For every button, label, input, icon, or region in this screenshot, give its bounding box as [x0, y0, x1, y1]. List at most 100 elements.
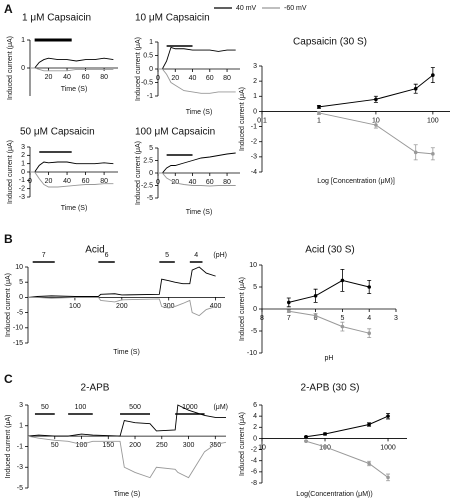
- chart-title: 2-APB: [81, 383, 110, 394]
- y-tick-label: 1: [149, 39, 153, 46]
- data-point: [413, 150, 418, 155]
- x-tick-label: 40: [189, 75, 197, 82]
- x-tick-label: 10: [258, 444, 266, 451]
- y-tick-label: 10: [15, 264, 23, 271]
- data-point: [304, 434, 308, 439]
- y-axis-label: Induced current (μA): [239, 412, 246, 476]
- y-tick-label: 6: [253, 402, 257, 409]
- x-tick-label: 100: [76, 442, 88, 449]
- x-axis-label: Time (S): [186, 109, 213, 116]
- data-point: [386, 475, 390, 480]
- y-tick-label: 2: [21, 152, 25, 159]
- data-point: [340, 278, 345, 283]
- x-axis-label: Log(Concentration (μM)): [296, 491, 372, 498]
- x-axis-label: Time (S): [113, 349, 140, 356]
- y-tick-label: 3: [19, 402, 23, 409]
- series-line: [158, 46, 236, 70]
- y-axis-label: Induced current (μA): [239, 87, 246, 151]
- x-tick-label: 20: [45, 74, 53, 81]
- legend-label: -60 mV: [284, 5, 307, 12]
- y-tick-label: -1: [17, 443, 23, 450]
- x-axis-label: Time (S): [186, 209, 213, 216]
- y-tick-label: 0: [149, 66, 153, 73]
- x-tick-label: 8: [260, 315, 264, 322]
- y-axis-label: Induced current (μA): [5, 415, 12, 479]
- y-tick-label: -0.5: [141, 79, 153, 86]
- y-tick-label: 3: [21, 144, 25, 151]
- x-tick-label: 40: [189, 179, 197, 186]
- stimulus-unit: (pH): [213, 252, 227, 259]
- x-tick-label: 60: [206, 179, 214, 186]
- y-tick-label: -1: [147, 93, 153, 100]
- y-tick-label: -3: [251, 154, 257, 161]
- y-axis-label: Induced current (μA): [135, 37, 142, 101]
- stimulus-unit: (μM): [213, 404, 228, 411]
- series-line: [158, 172, 236, 187]
- data-point: [367, 422, 371, 427]
- x-tick-label: 6: [314, 315, 318, 322]
- y-tick-label: 3: [253, 63, 257, 70]
- series-line: [318, 112, 433, 155]
- y-tick-label: 1: [253, 93, 257, 100]
- data-point: [367, 331, 372, 336]
- y-axis-label: Induced current (μA): [7, 36, 14, 100]
- chart-title: 1 μM Capsaicin: [22, 13, 91, 24]
- panel-label: C: [4, 372, 13, 386]
- y-tick-label: -2.5: [141, 182, 153, 189]
- y-axis-label: Induced current (μA): [239, 277, 246, 341]
- series-line: [288, 279, 370, 303]
- x-tick-label: 200: [116, 303, 128, 310]
- x-tick-label: 100: [427, 117, 439, 124]
- data-point: [431, 73, 435, 77]
- y-axis-label: Induced current (μA): [7, 140, 14, 204]
- stimulus-label: 6: [105, 252, 109, 259]
- y-tick-label: -1: [251, 123, 257, 130]
- data-point: [340, 324, 345, 329]
- x-tick-label: 3: [394, 315, 398, 322]
- data-point: [413, 86, 418, 91]
- series-line: [318, 74, 434, 108]
- x-tick-label: 50: [51, 442, 59, 449]
- stimulus-label: 100: [75, 404, 87, 411]
- x-tick-label: 80: [223, 179, 231, 186]
- y-tick-label: -6: [251, 469, 257, 476]
- y-tick-label: -3: [17, 464, 23, 471]
- x-tick-label: 40: [63, 178, 71, 185]
- x-tick-label: 20: [171, 75, 179, 82]
- stimulus-label: 4: [194, 252, 198, 259]
- data-point: [367, 461, 371, 466]
- series-line: [305, 440, 389, 478]
- chart-title: 50 μM Capsaicin: [20, 127, 95, 138]
- data-point: [431, 152, 435, 156]
- y-tick-label: 5: [149, 145, 153, 152]
- chart-title: 2-APB (30 S): [301, 383, 360, 394]
- series-line: [305, 415, 389, 438]
- legend-label: 40 mV: [236, 5, 257, 12]
- chart-title: Acid (30 S): [305, 245, 354, 256]
- y-tick-label: 2.5: [143, 157, 153, 164]
- y-tick-label: -1: [19, 177, 25, 184]
- data-point: [323, 432, 327, 436]
- series-line: [288, 310, 370, 334]
- x-tick-label: 100: [69, 303, 81, 310]
- data-point: [323, 444, 327, 449]
- x-tick-label: 0: [156, 75, 160, 82]
- y-tick-label: -10: [13, 325, 23, 332]
- chart-title: 10 μM Capsaicin: [135, 13, 210, 24]
- chart-title: 100 μM Capsaicin: [135, 127, 215, 138]
- data-point: [313, 294, 318, 298]
- x-tick-label: 80: [100, 74, 108, 81]
- x-tick-label: 60: [206, 75, 214, 82]
- y-tick-label: -4: [251, 169, 257, 176]
- y-tick-label: 0: [149, 170, 153, 177]
- x-axis-label: Time (S): [61, 86, 88, 93]
- series-line: [27, 404, 226, 437]
- y-tick-label: 2: [253, 424, 257, 431]
- x-tick-label: 300: [163, 303, 175, 310]
- x-axis-label: pH: [325, 355, 334, 362]
- y-tick-label: 0.5: [143, 52, 153, 59]
- y-tick-label: 1: [19, 423, 23, 430]
- y-tick-label: -10: [247, 350, 257, 357]
- y-tick-label: 0: [21, 169, 25, 176]
